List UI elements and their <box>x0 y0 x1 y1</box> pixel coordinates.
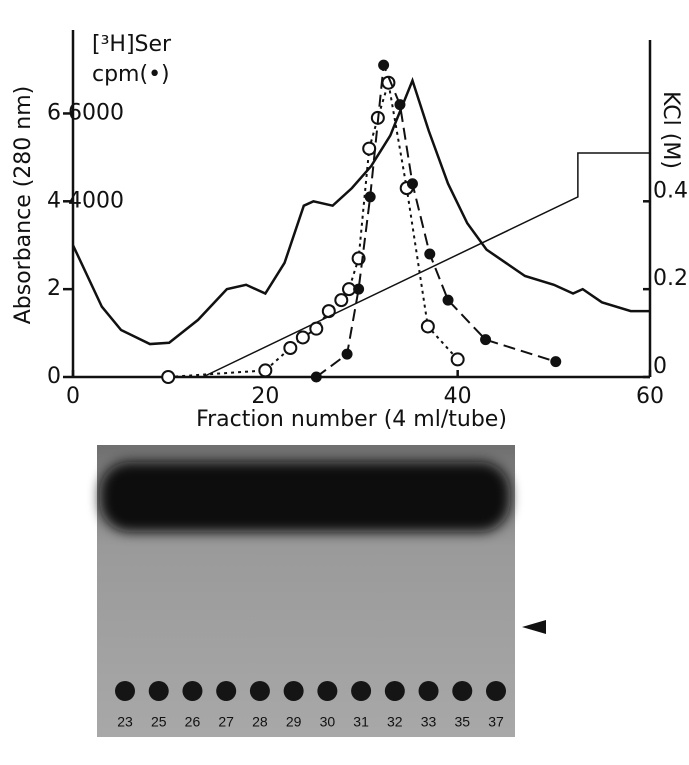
y-tick-label: 4 <box>47 188 61 213</box>
lane-label: 27 <box>218 714 234 730</box>
lane-label: 33 <box>421 714 437 730</box>
data-point <box>341 348 353 360</box>
lane-label: 26 <box>185 714 201 730</box>
gel-spot <box>115 681 135 701</box>
lane-label: 32 <box>387 714 403 730</box>
x-tick-label: 20 <box>251 384 279 409</box>
y3-tick-label: 4000 <box>68 188 124 213</box>
gel-spot <box>182 681 203 701</box>
lane-label: 31 <box>353 714 369 730</box>
data-point <box>161 370 176 384</box>
data-point <box>394 99 406 111</box>
lane-label: 35 <box>454 714 470 730</box>
data-point <box>406 178 418 190</box>
series-line <box>202 152 650 378</box>
y-tick-label: 6 <box>47 100 61 125</box>
y2-axis-label: KCl (M) <box>658 91 683 169</box>
gel-spot <box>249 681 270 701</box>
lane-label: 37 <box>488 714 504 730</box>
data-point <box>362 141 377 156</box>
data-point <box>378 59 390 71</box>
lane-label: 23 <box>117 714 133 730</box>
axes: 0 20 40 60 0 2 4 6 4000 6000 0 0.2 0.4 Fraction numbe… <box>11 30 688 432</box>
gel-arrowhead <box>522 620 546 634</box>
data-point <box>258 363 273 378</box>
gel-spot <box>148 681 169 701</box>
y2-tick-label: 0.2 <box>653 266 688 291</box>
gel-spot <box>317 681 338 701</box>
legend-text: [³H]Ser <box>92 32 172 57</box>
data-point <box>283 341 298 356</box>
y2-tick-label: 0 <box>653 354 667 379</box>
gel-lanes: 23 25 26 27 28 29 30 31 32 33 35 37 <box>115 681 506 730</box>
data-point <box>295 330 310 345</box>
x-tick-label: 40 <box>444 384 472 409</box>
lane-label: 30 <box>320 714 336 730</box>
gel-spot <box>452 681 473 701</box>
data-point <box>480 334 492 346</box>
y-tick-label: 0 <box>47 364 61 389</box>
data-point <box>424 248 436 260</box>
data-point <box>364 191 376 203</box>
legend-text: cpm(•) <box>92 62 170 87</box>
x-axis-label: Fraction number (4 ml/tube) <box>196 407 507 432</box>
data-point <box>310 371 322 383</box>
gel-spot <box>283 681 304 701</box>
data-point <box>450 352 465 367</box>
series-line <box>168 82 459 378</box>
data-point <box>420 319 435 334</box>
data-point <box>353 283 365 295</box>
x-tick-label: 0 <box>66 384 80 409</box>
y-axis-label: Absorbance (280 nm) <box>11 86 36 325</box>
gel-spot <box>351 681 372 701</box>
gel-band <box>100 462 510 532</box>
lane-label: 29 <box>286 714 302 730</box>
series-line <box>71 76 650 346</box>
series-line <box>315 64 557 378</box>
gel-spot <box>486 681 506 701</box>
data-point <box>550 356 562 368</box>
lane-label: 28 <box>252 714 268 730</box>
y-tick-label: 2 <box>47 276 61 301</box>
data-point <box>334 293 349 308</box>
gel-spot <box>418 681 439 701</box>
lane-label: 25 <box>151 714 167 730</box>
y2-tick-label: 0.4 <box>653 178 688 203</box>
y3-tick-label: 6000 <box>68 100 124 125</box>
x-tick-label: 60 <box>636 384 664 409</box>
gel-spot <box>216 681 237 701</box>
data-point <box>442 294 454 306</box>
gel-spot <box>384 681 405 701</box>
